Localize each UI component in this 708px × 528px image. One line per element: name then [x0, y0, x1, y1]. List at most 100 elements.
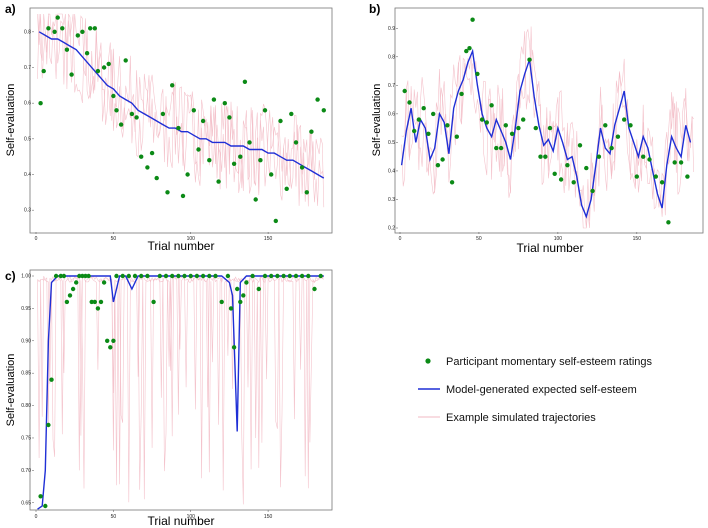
x-tick-label: 0 — [35, 514, 38, 520]
participant-rating-point — [114, 108, 119, 113]
panel-b-ticks: 0 50 100 150 0.2 0.3 0.4 0.5 0.6 0.7 0.8 0.9 — [388, 26, 641, 242]
panel-a-ticks: 0 50 100 150 0.3 0.4 0.5 0.6 0.7 0.8 — [24, 29, 272, 242]
participant-rating-point — [145, 273, 150, 279]
participant-rating-point — [170, 83, 175, 88]
participant-rating-point — [309, 129, 314, 134]
participant-rating-point — [228, 306, 234, 311]
participant-rating-point — [149, 150, 155, 156]
y-tick-label: 0.4 — [24, 172, 31, 178]
participant-rating-point — [628, 123, 633, 128]
participant-rating-point — [92, 299, 98, 305]
participant-rating-point — [552, 171, 557, 176]
participant-rating-point — [180, 193, 186, 199]
participant-rating-point — [287, 273, 292, 279]
participant-rating-point — [61, 273, 67, 279]
participant-rating-point — [165, 190, 170, 195]
participant-rating-point — [238, 299, 243, 305]
participant-rating-point — [132, 273, 138, 279]
participant-rating-point — [64, 299, 70, 305]
participant-rating-point — [577, 143, 583, 148]
participant-rating-point — [516, 125, 521, 131]
y-tick-label: 0.90 — [21, 338, 31, 344]
participant-rating-point — [459, 91, 464, 97]
x-tick-label: 0 — [35, 236, 38, 242]
participant-rating-point — [247, 140, 252, 145]
participant-rating-point — [219, 299, 224, 305]
panel-a-simulated-trajectories — [37, 13, 325, 208]
participant-rating-point — [421, 106, 426, 111]
participant-rating-point — [253, 197, 258, 202]
participant-rating-point — [454, 134, 459, 139]
x-tick-label: 50 — [111, 514, 117, 520]
panel-b-model-series — [400, 48, 692, 219]
participant-rating-point — [89, 299, 94, 305]
participant-rating-point — [238, 154, 243, 159]
participant-rating-point — [182, 273, 187, 279]
participant-rating-point — [416, 117, 422, 122]
y-tick-label: 0.5 — [388, 140, 395, 146]
y-tick-label: 0.95 — [21, 306, 31, 312]
panel-b-simulated-trajectories — [401, 26, 694, 229]
participant-rating-point — [200, 273, 206, 279]
participant-rating-point — [321, 108, 326, 113]
panel-a-participant-points — [38, 15, 326, 224]
participant-rating-point — [479, 117, 485, 122]
participant-rating-point — [60, 26, 65, 31]
x-tick-label: 150 — [264, 514, 273, 520]
participant-rating-point — [503, 123, 508, 128]
participant-rating-point — [538, 154, 543, 159]
participant-rating-point — [584, 165, 589, 171]
y-tick-label: 0.9 — [388, 26, 395, 32]
y-tick-label: 1.00 — [21, 274, 31, 280]
participant-rating-point — [106, 61, 111, 67]
participant-rating-point — [543, 154, 548, 159]
x-tick-label: 50 — [476, 236, 482, 242]
participant-rating-point — [52, 29, 57, 34]
participant-rating-point — [77, 273, 82, 279]
participant-rating-point — [685, 174, 690, 179]
participant-rating-point — [114, 273, 119, 279]
x-tick-label: 50 — [111, 236, 117, 242]
y-tick-label: 0.5 — [24, 136, 31, 142]
participant-rating-point — [269, 172, 274, 177]
participant-rating-point — [641, 154, 646, 159]
simulated-trajectory — [37, 13, 325, 206]
participant-rating-point — [80, 273, 85, 279]
participant-rating-point — [118, 122, 124, 127]
panel-c-label: c) — [5, 269, 16, 283]
participant-rating-point — [41, 68, 46, 74]
y-tick-label: 0.70 — [21, 468, 31, 474]
panel-c-frame — [29, 269, 333, 511]
participant-rating-point — [273, 218, 278, 224]
participant-rating-point — [558, 177, 564, 182]
participant-rating-point — [111, 338, 116, 343]
participant-rating-point — [191, 108, 196, 113]
participant-rating-point — [207, 158, 212, 163]
panel-a-xlabel: Trial number — [148, 239, 215, 253]
participant-rating-point — [509, 131, 515, 136]
legend-points-marker — [425, 358, 431, 364]
participant-rating-point — [163, 273, 169, 279]
participant-rating-point — [590, 188, 595, 194]
participant-rating-point — [69, 72, 74, 77]
participant-rating-point — [293, 140, 299, 145]
participant-rating-point — [484, 120, 489, 125]
x-tick-label: 100 — [554, 236, 563, 242]
participant-rating-point — [95, 68, 101, 74]
y-tick-label: 0.3 — [388, 197, 395, 203]
y-tick-label: 0.6 — [24, 101, 31, 107]
participant-rating-point — [185, 172, 190, 177]
x-tick-label: 100 — [187, 236, 196, 242]
participant-rating-point — [615, 134, 621, 139]
panel-a-label: a) — [5, 2, 16, 16]
panel-a-frame — [29, 7, 333, 234]
panel-c-participant-points — [38, 273, 323, 509]
legend-points-label: Participant momentary self-esteem rating… — [446, 356, 653, 368]
legend-model-label: Model-generated expected self-esteem — [446, 384, 637, 396]
participant-rating-point — [200, 118, 206, 124]
participant-rating-point — [170, 273, 175, 279]
participant-rating-point — [225, 273, 231, 279]
participant-rating-point — [145, 165, 150, 170]
participant-rating-point — [88, 26, 93, 31]
